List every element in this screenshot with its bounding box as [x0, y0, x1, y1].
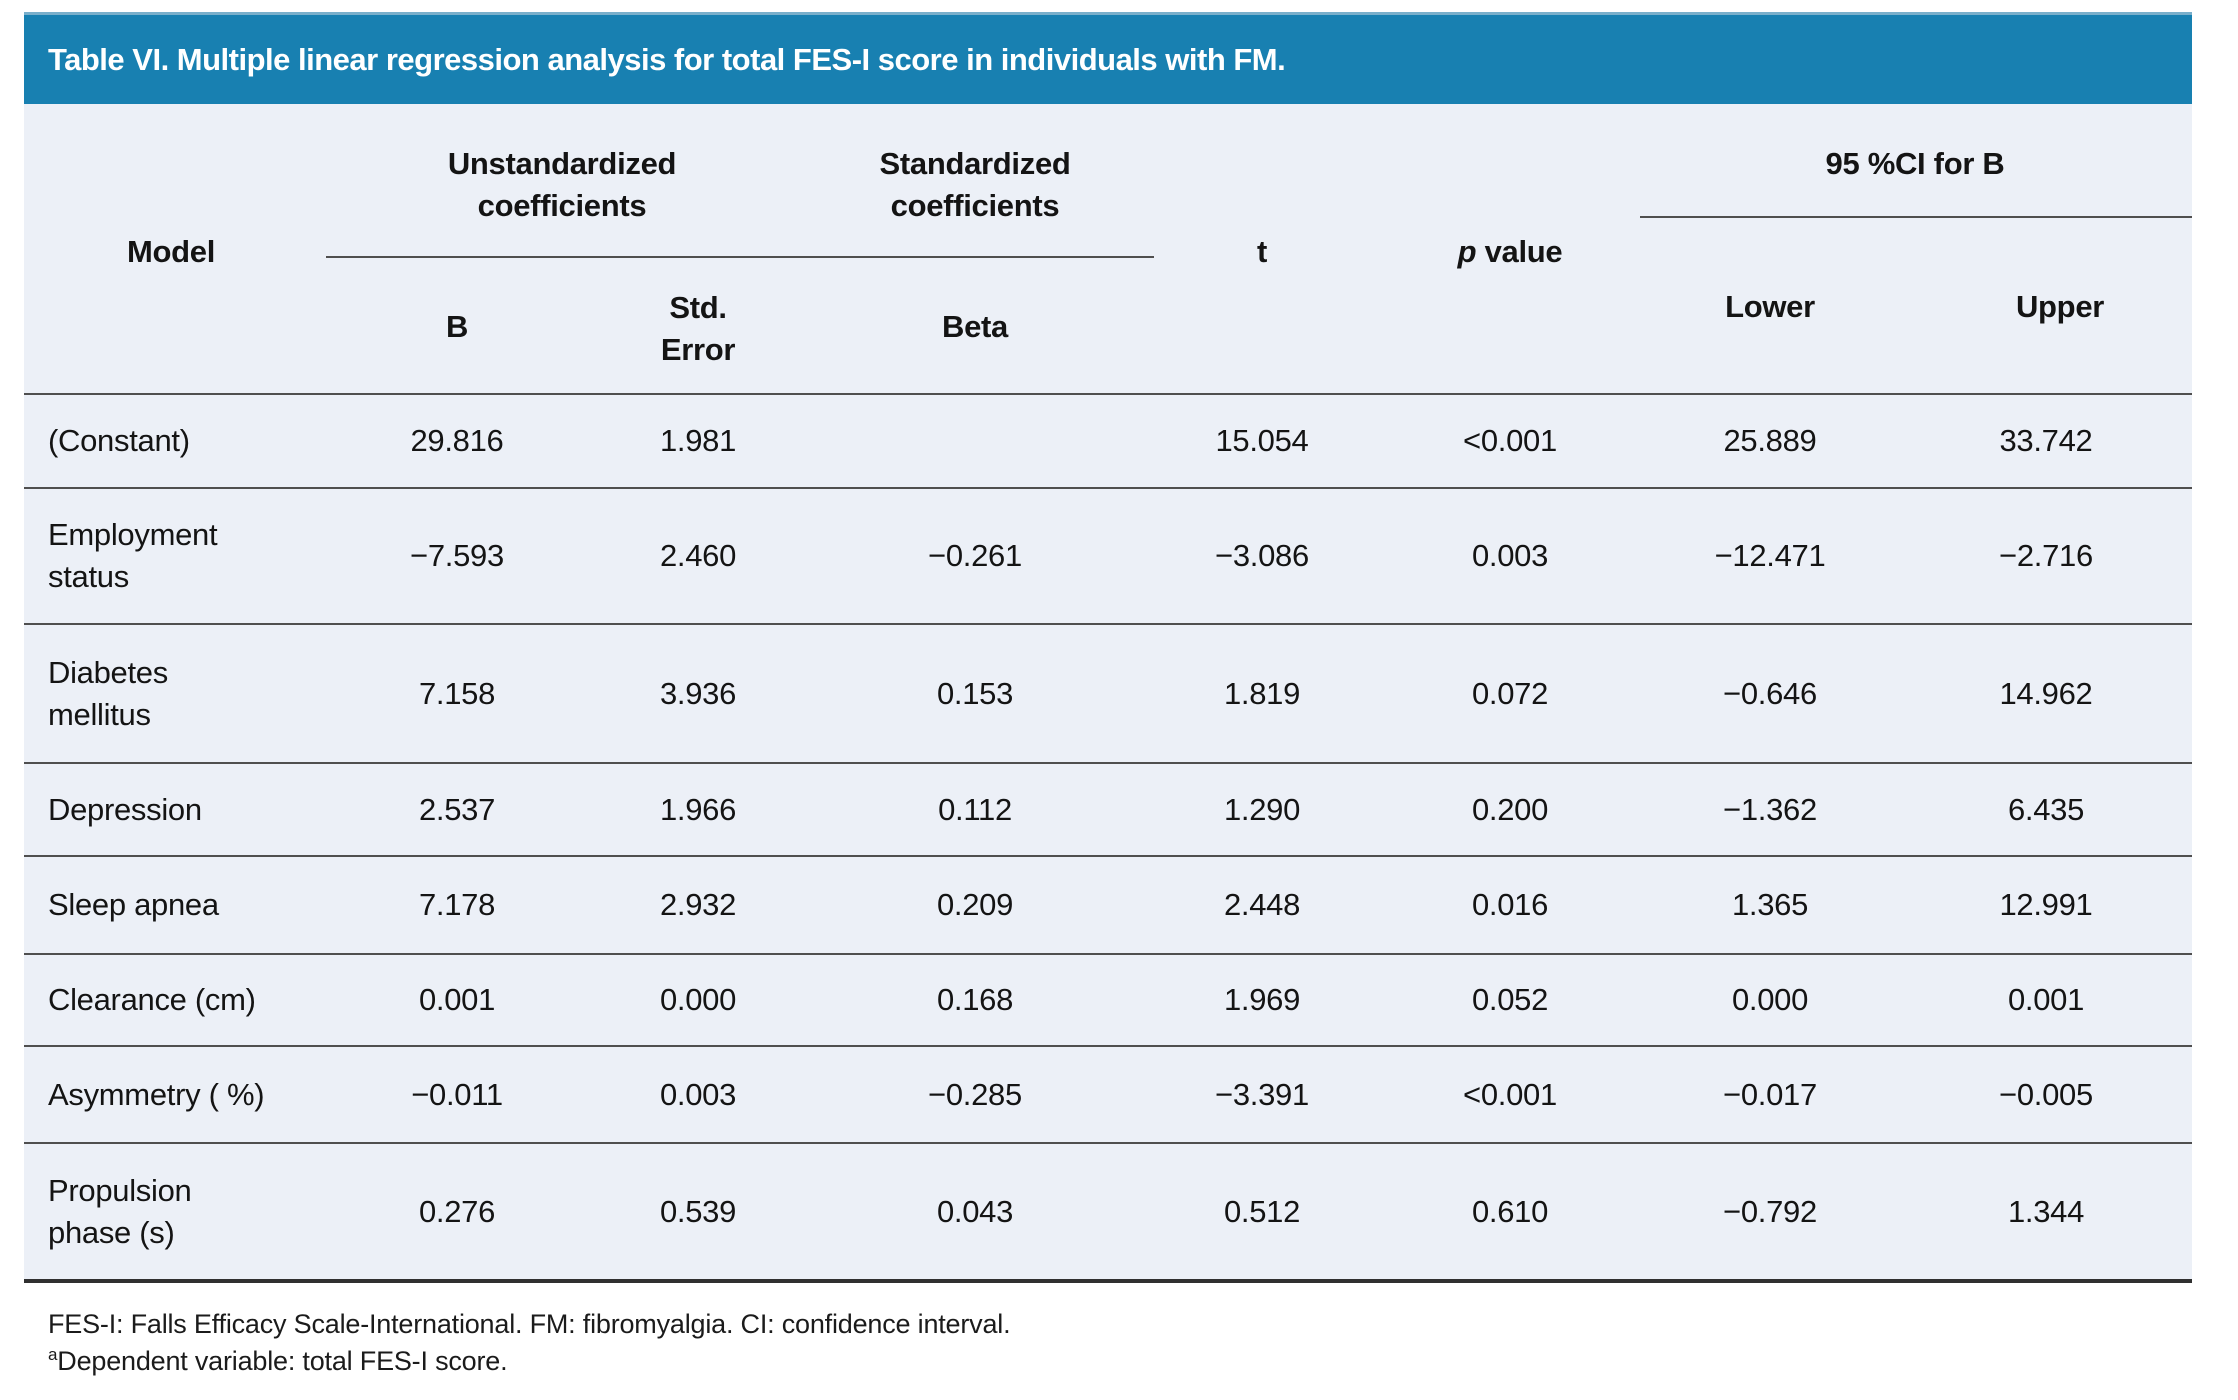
- cell-std-error: 2.460: [659, 538, 737, 573]
- column-header-b: B: [445, 309, 469, 344]
- cell-b: 0.276: [418, 1193, 496, 1229]
- table-title: Table VI. Multiple linear regression ana…: [48, 41, 1286, 77]
- cell-p: 0.003: [1471, 538, 1549, 573]
- cell-model: Sleep apnea: [48, 887, 219, 922]
- group-header-standardized-coefficients: Standardized coefficients: [879, 146, 1071, 223]
- table-body: (Constant) 29.816 1.981 15.054 <0.001 25…: [24, 393, 2192, 1283]
- cell-b: 29.816: [410, 423, 504, 458]
- table-row: (Constant) 29.816 1.981 15.054 <0.001 25…: [24, 395, 2192, 489]
- cell-t: 0.512: [1223, 1193, 1301, 1229]
- cell-b: −7.593: [410, 538, 504, 573]
- footnote-superscript-a: a: [48, 1345, 58, 1364]
- table-row: Clearance (cm) 0.001 0.000 0.168 1.969 0…: [24, 955, 2192, 1047]
- column-header-model: Model: [126, 234, 216, 269]
- group-header-unstandardized-coefficients: Unstandardized coefficients: [447, 146, 677, 223]
- cell-beta: 0.209: [936, 887, 1014, 922]
- cell-beta: 0.112: [938, 791, 1012, 827]
- table-row: Sleep apnea 7.178 2.932 0.209 2.448 0.01…: [24, 857, 2192, 955]
- cell-lower: −0.792: [1723, 1193, 1817, 1229]
- cell-lower: −1.362: [1723, 791, 1817, 827]
- cell-beta: 0.153: [936, 675, 1014, 711]
- cell-lower: 0.000: [1731, 982, 1809, 1017]
- cell-lower: −0.017: [1723, 1076, 1817, 1112]
- cell-t: 1.969: [1223, 982, 1301, 1017]
- table-row: Propulsion phase (s) 0.276 0.539 0.043 0…: [24, 1144, 2192, 1283]
- cell-t: −3.086: [1215, 538, 1309, 573]
- cell-model: Depression: [48, 791, 202, 827]
- cell-upper: 6.435: [2007, 791, 2085, 827]
- cell-t: 15.054: [1215, 423, 1309, 458]
- cell-std-error: 2.932: [659, 887, 737, 922]
- cell-model: Diabetes mellitus: [48, 654, 168, 732]
- cell-beta: −0.285: [928, 1076, 1022, 1112]
- cell-beta: 0.043: [936, 1193, 1014, 1229]
- cell-std-error: 0.000: [659, 982, 737, 1017]
- column-header-upper: Upper: [2015, 289, 2105, 324]
- cell-model: Clearance (cm): [48, 982, 256, 1017]
- cell-lower: 1.365: [1731, 887, 1809, 922]
- cell-lower: 25.889: [1723, 423, 1817, 458]
- column-header-std-error: Std. Error: [660, 290, 736, 367]
- cell-upper: 33.742: [1999, 423, 2093, 458]
- cell-model: (Constant): [48, 423, 190, 458]
- table-row: Employment status −7.593 2.460 −0.261 −3…: [24, 489, 2192, 625]
- footnote-dependent-text: Dependent variable: total FES-I score.: [57, 1346, 508, 1376]
- p-value-rest: value: [1476, 234, 1563, 269]
- cell-p: 0.016: [1471, 887, 1549, 922]
- cell-model: Employment status: [48, 517, 218, 594]
- cell-b: 0.001: [418, 982, 496, 1017]
- regression-table-panel: Table VI. Multiple linear regression ana…: [24, 12, 2192, 1283]
- cell-std-error: 0.539: [659, 1193, 737, 1229]
- cell-lower: −0.646: [1723, 675, 1817, 711]
- cell-upper: 1.344: [2007, 1193, 2085, 1229]
- cell-b: 7.178: [418, 887, 496, 922]
- cell-upper: −2.716: [1999, 538, 2093, 573]
- table-title-bar: Table VI. Multiple linear regression ana…: [24, 12, 2192, 104]
- cell-p: <0.001: [1463, 423, 1557, 458]
- cell-p: 0.072: [1471, 675, 1549, 711]
- cell-t: 2.448: [1223, 887, 1301, 922]
- cell-t: −3.391: [1215, 1076, 1309, 1112]
- cell-p: <0.001: [1463, 1076, 1557, 1112]
- column-header-beta: Beta: [942, 309, 1008, 344]
- cell-b: 2.537: [418, 791, 496, 827]
- cell-upper: 14.962: [1999, 675, 2093, 711]
- cell-p: 0.052: [1471, 982, 1549, 1017]
- cell-beta: −0.261: [928, 538, 1022, 573]
- cell-std-error: 0.003: [659, 1076, 737, 1112]
- column-header-t: t: [1256, 234, 1268, 269]
- cell-beta: 0.168: [936, 982, 1014, 1017]
- cell-model: Asymmetry ( %): [48, 1076, 265, 1112]
- footnote-abbreviations: FES-I: Falls Efficacy Scale-Internationa…: [48, 1309, 1011, 1339]
- cell-upper: 0.001: [2007, 982, 2085, 1017]
- cell-std-error: 3.936: [659, 675, 737, 711]
- cell-lower: −12.471: [1714, 538, 1826, 573]
- cell-upper: −0.005: [1999, 1076, 2093, 1112]
- footnotes: FES-I: Falls Efficacy Scale-Internationa…: [48, 1306, 1011, 1380]
- cell-t: 1.290: [1223, 791, 1301, 827]
- cell-model: Propulsion phase (s): [48, 1172, 192, 1250]
- cell-beta: [806, 395, 1144, 487]
- cell-std-error: 1.966: [659, 791, 737, 827]
- cell-upper: 12.991: [1999, 887, 2093, 922]
- column-header-p-value: p value: [1458, 231, 1563, 273]
- footnote-dependent-variable: aDependent variable: total FES-I score.: [48, 1343, 1010, 1380]
- table-row: Asymmetry ( %) −0.011 0.003 −0.285 −3.39…: [24, 1047, 2192, 1144]
- coefficients-group-underline: [326, 256, 1154, 258]
- cell-b: 7.158: [418, 675, 496, 711]
- column-header-lower: Lower: [1725, 289, 1815, 324]
- table-row: Depression 2.537 1.966 0.112 1.290 0.200…: [24, 764, 2192, 857]
- cell-p: 0.610: [1471, 1193, 1549, 1229]
- cell-t: 1.819: [1223, 675, 1301, 711]
- cell-std-error: 1.981: [659, 423, 737, 458]
- cell-b: −0.011: [411, 1076, 503, 1112]
- p-value-italic-p: p: [1457, 234, 1477, 269]
- ci-group-underline: [1640, 216, 2192, 218]
- group-header-95ci-for-b: 95 %CI for B: [1825, 146, 2005, 181]
- cell-p: 0.200: [1471, 791, 1549, 827]
- table-row: Diabetes mellitus 7.158 3.936 0.153 1.81…: [24, 625, 2192, 764]
